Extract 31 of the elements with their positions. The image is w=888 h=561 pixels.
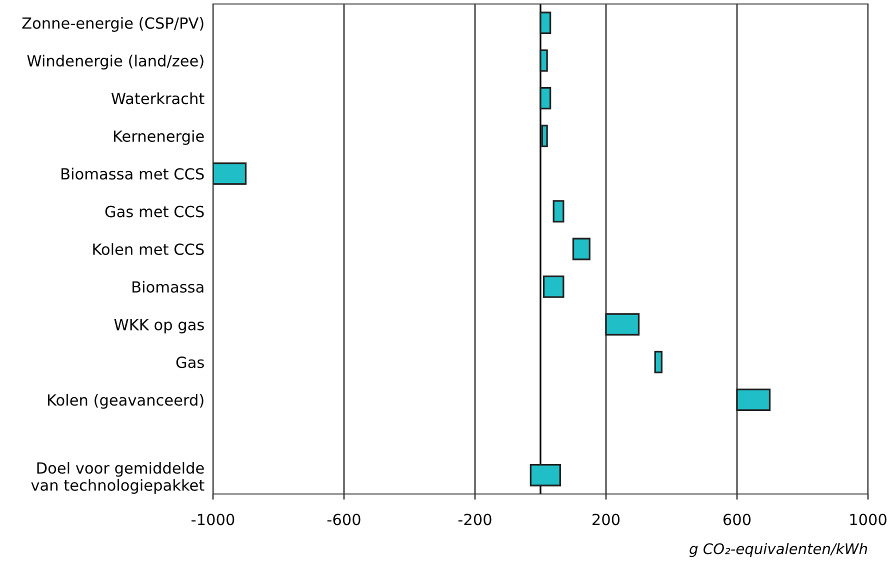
y-tick-label: Zonne-energie (CSP/PV) (22, 17, 204, 32)
y-tick-label: Waterkracht (111, 92, 204, 104)
y-tick-label: Doel voor gemiddelde van technologiepakket (31, 462, 204, 494)
bar (572, 238, 590, 260)
y-tick-label: Gas (176, 356, 204, 368)
x-tick-label: -600 (327, 514, 360, 526)
bar (530, 464, 561, 486)
x-tick-label: 1000 (850, 514, 886, 526)
bar (605, 313, 640, 336)
bar (540, 49, 548, 72)
bar (542, 275, 564, 298)
x-tick-label: -1000 (192, 514, 234, 526)
bar (540, 12, 552, 34)
x-tick-label: 600 (723, 514, 751, 526)
y-tick-label: Kolen (geavanceerd) (48, 394, 204, 409)
y-tick-label: Biomassa met CCS (62, 168, 204, 180)
y-tick-label: WKK op gas (114, 319, 204, 334)
bar (213, 162, 247, 185)
bar (541, 124, 548, 148)
y-tick-label: Gas met CCS (105, 206, 204, 218)
x-tick-label: -200 (458, 514, 492, 526)
y-tick-label: Kernenergie (114, 130, 204, 145)
x-tick-label: 200 (592, 514, 620, 526)
bar (654, 350, 663, 374)
bar (540, 87, 552, 110)
y-tick-label: Windenergie (land/zee) (27, 54, 204, 70)
y-tick-label: Biomassa (132, 280, 204, 293)
bar (552, 200, 564, 223)
y-tick-label: Kolen met CCS (93, 243, 204, 256)
x-axis-title: g CO₂-equivalenten/kWh (689, 542, 868, 558)
bar (736, 388, 771, 411)
